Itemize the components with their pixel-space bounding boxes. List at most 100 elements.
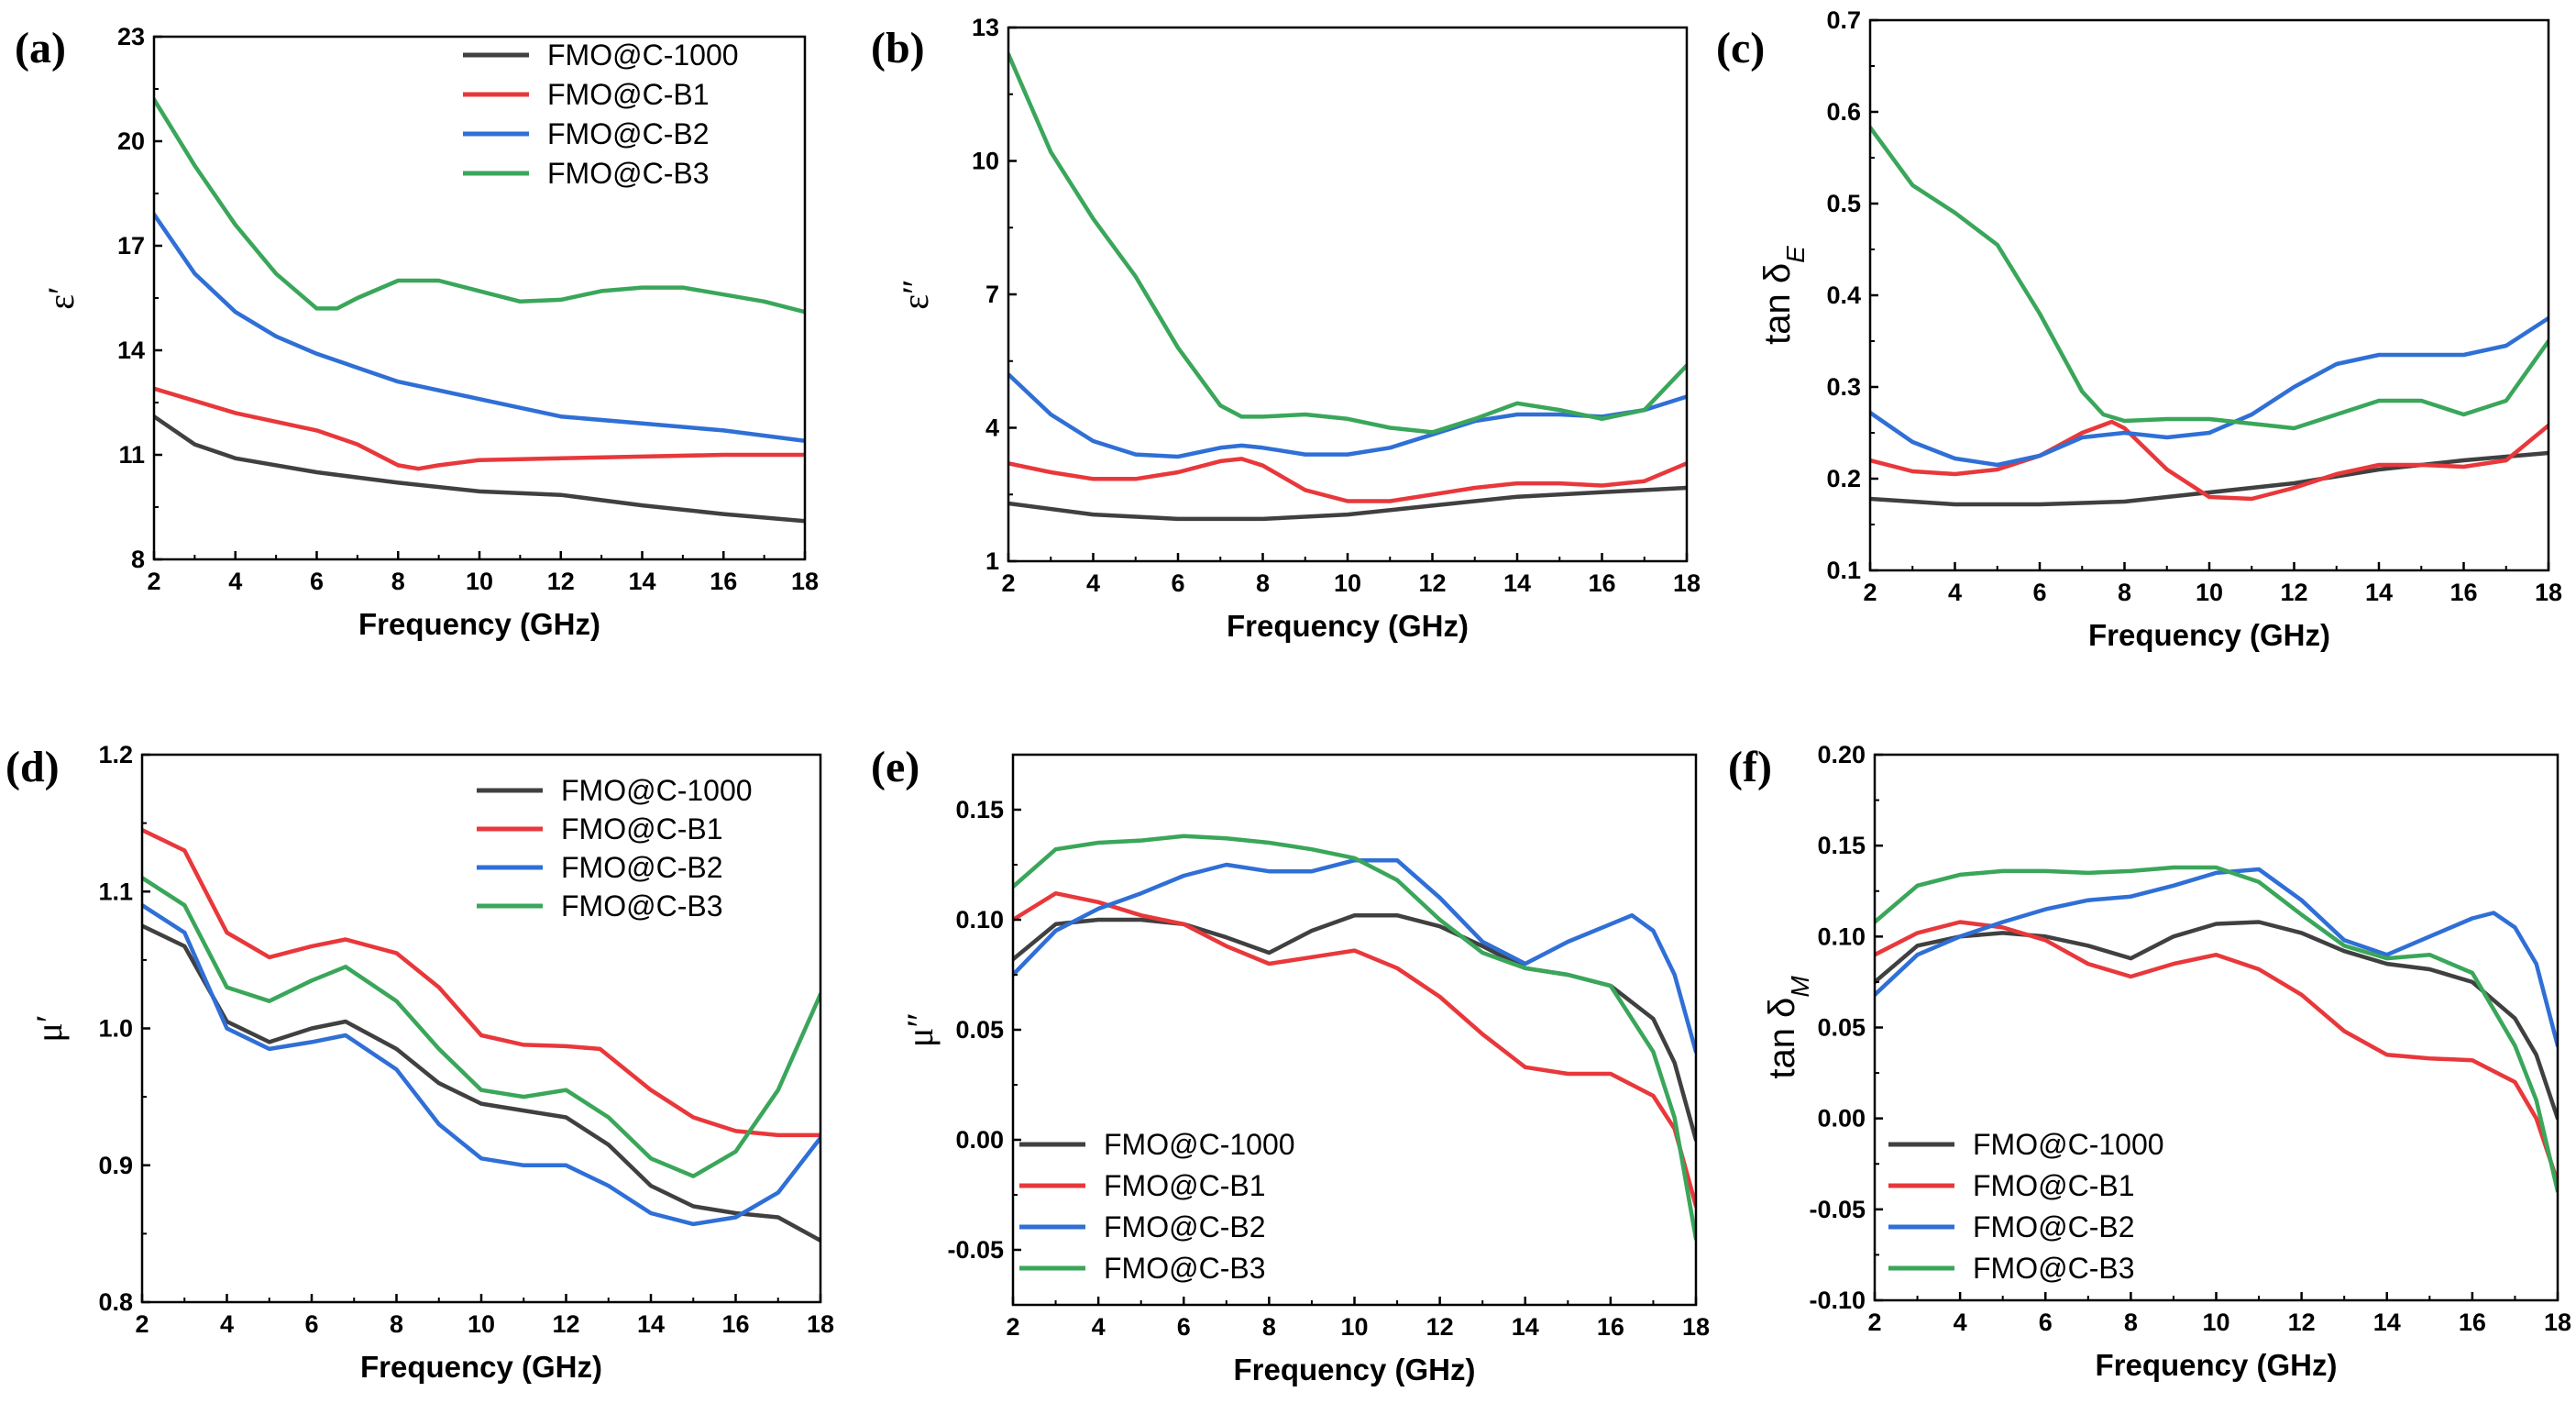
- x-tick-label: 14: [637, 1310, 665, 1338]
- legend-entry-label: FMO@C-B1: [547, 78, 709, 111]
- y-tick-label: 8: [131, 546, 145, 573]
- panel-label: (a): [15, 24, 66, 72]
- y-tick-label: 0.20: [1817, 741, 1866, 768]
- panel-label: (c): [1716, 24, 1765, 72]
- x-tick-label: 18: [1673, 569, 1701, 597]
- x-tick-label: 8: [390, 1310, 403, 1338]
- x-tick-label: 10: [1334, 569, 1361, 597]
- x-tick-label: 16: [1588, 569, 1615, 597]
- y-tick-label: 17: [117, 232, 145, 260]
- series-line-fmo-c-1000: [1870, 450, 2548, 507]
- x-tick-label: 2: [1867, 1309, 1881, 1336]
- series-line-fmo-c-b2: [1013, 857, 1696, 1055]
- y-tick-label: 0.2: [1826, 465, 1861, 492]
- x-tick-label: 12: [2288, 1309, 2316, 1336]
- panel-c: 2 4 6 8 10 12 14 16 18 0.1 0.2 0.3 0.4 0.5 0.6 0.7 Frequ…: [1716, 6, 2562, 652]
- series-line-fmo-c-1000: [142, 923, 820, 1243]
- x-tick-label: 4: [1086, 569, 1100, 597]
- y-tick-label: 0.15: [955, 796, 1004, 823]
- panel-d: 2 4 6 8 10 12 14 16 18 0.8 0.9 1.0 1.1 1.2 Frequency (…: [6, 741, 834, 1384]
- x-axis-label: Frequency (GHz): [1233, 1353, 1475, 1386]
- y-tick-label: 4: [985, 414, 999, 442]
- legend-entry-label: FMO@C-B1: [1104, 1169, 1265, 1202]
- x-axis-label: Frequency (GHz): [1227, 609, 1469, 643]
- legend-entry-label: FMO@C-B3: [561, 889, 722, 922]
- x-tick-label: 6: [2032, 579, 2046, 606]
- y-tick-label: 10: [972, 148, 999, 175]
- y-tick-label: 7: [985, 281, 999, 308]
- series-line-fmo-c-b2: [1008, 372, 1687, 459]
- series-line-fmo-c-b1: [1870, 419, 2548, 502]
- x-tick-label: 18: [807, 1310, 834, 1338]
- legend-entry-label: FMO@C-B2: [1973, 1210, 2134, 1243]
- x-axis-label: Frequency (GHz): [358, 607, 600, 641]
- legend-entry-label: FMO@C-B3: [547, 157, 709, 190]
- y-tick-label: 0.9: [98, 1152, 133, 1179]
- y-axis-label-subscript: E: [1781, 246, 1810, 263]
- x-tick-label: 12: [1426, 1313, 1454, 1341]
- series-line-fmo-c-1000: [1008, 485, 1687, 522]
- series-line-fmo-c-b2: [142, 902, 820, 1227]
- y-tick-label: 0.7: [1826, 6, 1861, 34]
- x-tick-label: 2: [1001, 569, 1015, 597]
- legend-entry-label: FMO@C-B2: [561, 851, 722, 884]
- series-line-fmo-c-b1: [142, 827, 820, 1138]
- legend-entry-label: FMO@C-B3: [1104, 1252, 1265, 1285]
- x-tick-label: 4: [1092, 1313, 1106, 1341]
- y-tick-label: -0.05: [1809, 1196, 1866, 1223]
- y-tick-label: 0.05: [955, 1016, 1004, 1044]
- y-axis-label: ε″: [895, 279, 936, 309]
- y-tick-label: 23: [117, 23, 145, 50]
- legend-entry-label: FMO@C-B2: [547, 117, 709, 150]
- x-tick-label: 12: [547, 568, 575, 595]
- x-tick-label: 16: [721, 1310, 749, 1338]
- y-tick-label: -0.05: [947, 1236, 1004, 1264]
- series-line-fmo-c-1000: [1875, 920, 2558, 1121]
- panel-a: 2 4 6 8 10 12 14 16 18 8 11 14 17 20 23 Frequency (GHz)…: [15, 23, 819, 641]
- x-tick-label: 6: [310, 568, 324, 595]
- x-tick-label: 14: [628, 568, 655, 595]
- x-tick-label: 8: [2124, 1309, 2138, 1336]
- series-line-fmo-c-b3: [1870, 125, 2548, 431]
- y-axis-label: μ′: [28, 1014, 70, 1042]
- legend-entry-label: FMO@C-1000: [561, 774, 753, 807]
- x-tick-label: 14: [1512, 1313, 1539, 1341]
- x-tick-label: 4: [228, 568, 242, 595]
- x-tick-label: 12: [2280, 579, 2307, 606]
- panel-f: 2 4 6 8 10 12 14 16 18 -0.10 -0.05 0.00 0.05 0.10 0.15…: [1728, 741, 2571, 1382]
- x-tick-label: 8: [2118, 579, 2131, 606]
- x-tick-label: 18: [2535, 579, 2562, 606]
- x-tick-label: 16: [2459, 1309, 2486, 1336]
- y-tick-label: 0.4: [1826, 282, 1861, 309]
- series-line-fmo-c-b3: [1875, 865, 2558, 1194]
- legend-entry-label: FMO@C-B1: [1973, 1169, 2134, 1202]
- legend: FMO@C-1000 FMO@C-B1 FMO@C-B2 FMO@C-B3: [1888, 1128, 2164, 1285]
- x-axis-label: Frequency (GHz): [360, 1350, 602, 1384]
- panel-label: (f): [1728, 743, 1772, 791]
- x-tick-label: 2: [135, 1310, 149, 1338]
- legend-entry-label: FMO@C-1000: [1104, 1128, 1295, 1161]
- y-tick-label: 0.3: [1826, 373, 1861, 401]
- x-tick-label: 2: [1863, 579, 1877, 606]
- y-tick-label: 0.00: [955, 1126, 1004, 1154]
- x-tick-label: 16: [710, 568, 737, 595]
- series-line-fmo-c-b2: [1875, 867, 2558, 1048]
- x-tick-label: 10: [468, 1310, 495, 1338]
- x-tick-label: 2: [147, 568, 160, 595]
- x-tick-label: 6: [1177, 1313, 1191, 1341]
- x-tick-label: 6: [1171, 569, 1184, 597]
- x-tick-label: 4: [220, 1310, 234, 1338]
- y-tick-label: 0.05: [1817, 1014, 1866, 1042]
- y-axis-label: ε′: [40, 286, 82, 310]
- y-axis-label: μ″: [899, 1012, 941, 1047]
- x-tick-label: 12: [552, 1310, 579, 1338]
- x-tick-label: 14: [1503, 569, 1531, 597]
- y-tick-label: 1: [985, 547, 999, 575]
- legend: FMO@C-1000 FMO@C-B1 FMO@C-B2 FMO@C-B3: [477, 774, 753, 922]
- legend-entry-label: FMO@C-B2: [1104, 1210, 1265, 1243]
- legend-entry-label: FMO@C-1000: [547, 39, 739, 72]
- x-tick-label: 18: [2544, 1309, 2571, 1336]
- y-tick-label: 0.5: [1826, 190, 1861, 217]
